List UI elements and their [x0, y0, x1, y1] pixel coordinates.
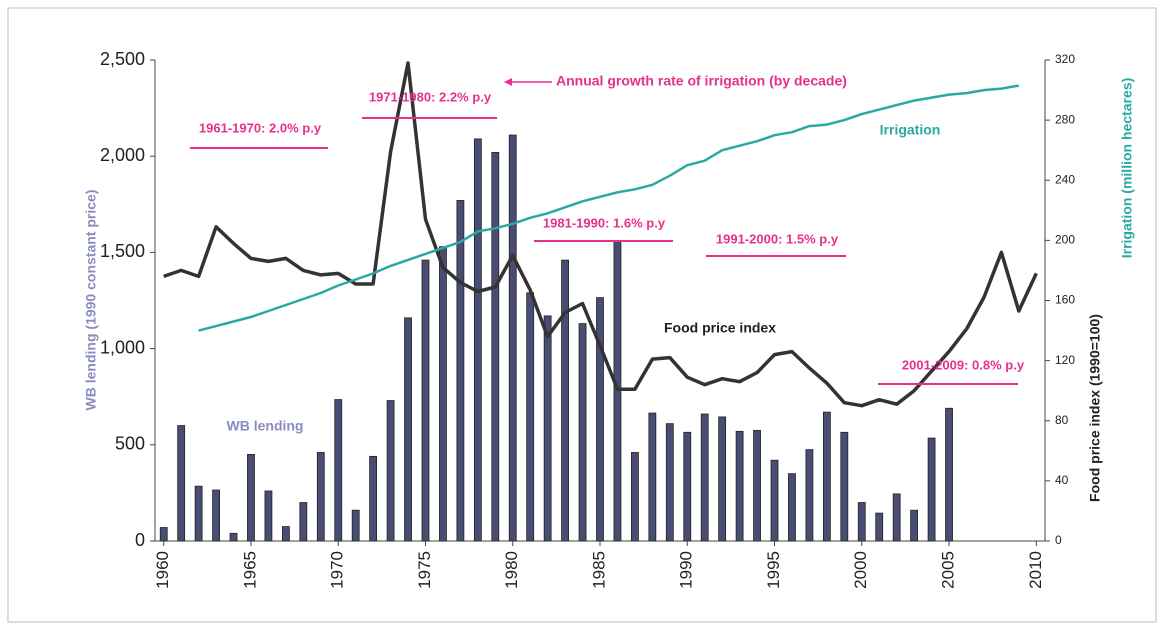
- bar: [229, 532, 238, 542]
- bar: [386, 400, 395, 542]
- y-axis-title: WB lending (1990 constant price): [83, 190, 99, 411]
- y2-axis-title: Food price index (1990=100): [1087, 314, 1103, 502]
- bar: [421, 259, 430, 542]
- x-tick-label: 1995: [764, 551, 783, 589]
- bar: [927, 437, 936, 542]
- x-tick-label: 2010: [1026, 551, 1045, 589]
- bar: [718, 416, 727, 542]
- bar: [508, 134, 517, 542]
- x-tick-label: 1985: [589, 551, 608, 589]
- line: [198, 84, 1020, 332]
- bar: [404, 317, 412, 542]
- x-tick-label: 1965: [240, 551, 259, 589]
- bar: [281, 526, 290, 542]
- bar: [631, 452, 639, 542]
- y2-tick-label: 80: [1055, 413, 1069, 427]
- bar: [212, 489, 220, 542]
- bar: [194, 485, 203, 542]
- bar: [735, 430, 744, 542]
- y-tick-label: 500: [115, 434, 145, 454]
- annotation-arrowhead: [504, 78, 512, 86]
- bar: [596, 297, 604, 542]
- decade-rate-label: 1971-1980: 2.2% p.y: [369, 89, 492, 104]
- bar: [351, 509, 360, 542]
- y2-tick-label: 120: [1055, 353, 1075, 367]
- bar: [648, 412, 657, 542]
- bar: [788, 473, 796, 542]
- decade-rate-label: 1991-2000: 1.5% p.y: [716, 231, 839, 246]
- line: [163, 61, 1038, 408]
- y-tick-label: 2,000: [100, 145, 145, 165]
- y2-tick-label: 280: [1055, 112, 1075, 126]
- bar: [578, 323, 587, 542]
- frame: [7, 7, 1157, 623]
- bar: [247, 454, 255, 542]
- bar: [316, 452, 325, 542]
- bar: [491, 151, 500, 542]
- bar: [875, 512, 884, 542]
- bar: [299, 502, 308, 542]
- bar: [264, 490, 273, 542]
- y-tick-label: 1,500: [100, 241, 145, 261]
- bar: [700, 413, 709, 542]
- series-label: WB lending: [227, 418, 304, 434]
- x-tick-label: 2005: [939, 551, 958, 589]
- series-label: Irrigation: [880, 122, 941, 138]
- x-tick-label: 2000: [851, 551, 870, 589]
- y2-tick-label: 240: [1055, 172, 1075, 186]
- bar: [334, 399, 343, 542]
- y-tick-label: 1,000: [100, 337, 145, 357]
- annotation: Annual growth rate of irrigation (by dec…: [556, 73, 847, 89]
- bar: [456, 200, 465, 542]
- y2-tick-label: 40: [1055, 473, 1069, 487]
- bar: [683, 431, 692, 542]
- x-tick-label: 1975: [415, 551, 434, 589]
- bar: [561, 259, 569, 542]
- bar: [945, 407, 953, 542]
- decade-rate-label: 1981-1990: 1.6% p.y: [543, 215, 666, 230]
- x-tick-label: 1980: [502, 551, 521, 589]
- decade-rate-label: 1961-1970: 2.0% p.y: [199, 120, 322, 135]
- y2-tick-label: 200: [1055, 233, 1075, 247]
- bar: [822, 411, 831, 542]
- y-tick-label: 0: [135, 530, 145, 550]
- bar: [369, 455, 378, 542]
- y2-tick-label: 320: [1055, 52, 1075, 66]
- bar: [526, 292, 535, 542]
- decade-rate-label: 2001-2009: 0.8% p.y: [902, 357, 1025, 372]
- bar: [805, 449, 814, 542]
- series-label: Food price index: [664, 320, 776, 336]
- y-tick-label: 2,500: [100, 49, 145, 69]
- bar: [543, 315, 552, 542]
- bar: [473, 138, 482, 542]
- bar: [770, 459, 779, 542]
- y2-tick-label: 160: [1055, 293, 1075, 307]
- bar: [910, 509, 919, 542]
- bar: [857, 502, 866, 542]
- bar: [439, 246, 447, 542]
- bar: [177, 425, 186, 542]
- y2-tick-label: 0: [1055, 533, 1062, 547]
- x-tick-label: 1970: [328, 551, 347, 589]
- x-tick-label: 1960: [153, 551, 172, 589]
- bar: [892, 493, 901, 542]
- bar: [159, 527, 168, 542]
- bar: [753, 429, 761, 542]
- bar: [665, 423, 674, 542]
- y2-axis-title: Irrigation (million hectares): [1119, 78, 1135, 258]
- x-tick-label: 1990: [677, 551, 696, 589]
- bar: [840, 431, 849, 542]
